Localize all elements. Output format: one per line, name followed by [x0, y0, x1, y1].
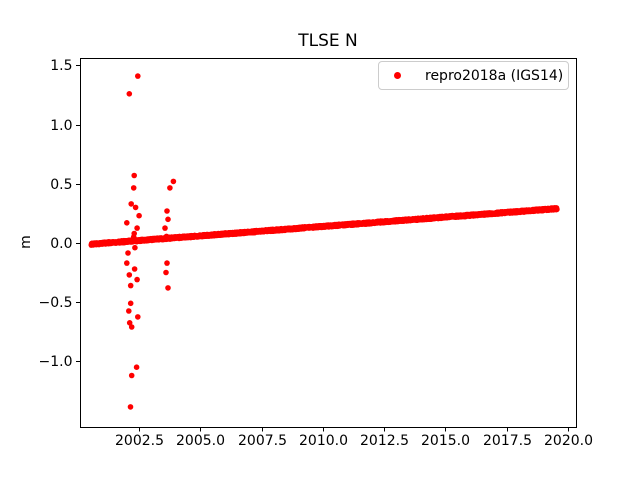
x-tick-label: 2017.5	[483, 433, 532, 449]
data-point	[126, 308, 132, 314]
data-point	[130, 185, 137, 191]
data-point	[131, 172, 137, 179]
data-point	[162, 225, 168, 231]
data-point	[134, 276, 140, 283]
data-point	[164, 260, 170, 266]
x-tick-label: 2020.0	[544, 433, 593, 449]
x-tick-label: 2005.0	[176, 433, 225, 449]
data-point	[165, 216, 171, 223]
x-tick-label: 2010.0	[299, 433, 348, 449]
data-point	[127, 404, 134, 410]
data-point	[132, 244, 138, 251]
x-tick-label: 2007.5	[238, 433, 287, 449]
data-point	[124, 220, 130, 226]
chart-title: TLSE N	[298, 31, 358, 51]
data-point	[126, 91, 133, 97]
data-point	[128, 372, 135, 379]
legend-label: repro2018a (IGS14)	[425, 67, 564, 84]
data-point	[163, 269, 169, 276]
data-point	[132, 204, 139, 211]
data-point	[128, 324, 135, 330]
data-point	[125, 250, 131, 256]
y-tick-label: 1.5	[50, 58, 72, 74]
y-tick-label: 0.5	[50, 177, 72, 193]
data-point	[136, 212, 142, 219]
legend: repro2018a (IGS14)	[378, 61, 569, 90]
data-point	[124, 260, 130, 266]
data-point	[130, 234, 137, 240]
data-point	[134, 225, 140, 231]
data-point	[128, 201, 134, 207]
data-point	[127, 282, 134, 289]
data-point	[127, 300, 134, 307]
data-point	[167, 185, 173, 191]
y-axis-label: m	[18, 235, 34, 249]
y-tick-label: 0.0	[50, 236, 72, 252]
data-point	[126, 272, 133, 278]
x-tick-label: 2015.0	[421, 433, 470, 449]
y-tick-label: −1.0	[39, 354, 73, 370]
legend-marker-icon	[394, 72, 401, 79]
plot-area-border	[80, 58, 577, 428]
data-point	[126, 320, 133, 326]
data-point	[165, 285, 171, 291]
x-tick-label: 2002.5	[115, 433, 164, 449]
data-point	[164, 208, 170, 214]
data-point	[133, 364, 140, 371]
x-tick-label: 2012.5	[360, 433, 409, 449]
data-point	[170, 178, 177, 185]
data-point	[135, 314, 141, 320]
data-point	[131, 266, 138, 272]
data-point	[135, 73, 141, 79]
data-point	[163, 233, 170, 240]
y-tick-label: −0.5	[39, 295, 73, 311]
y-tick-label: 1.0	[50, 118, 72, 134]
scatter-points-layer	[88, 73, 560, 410]
